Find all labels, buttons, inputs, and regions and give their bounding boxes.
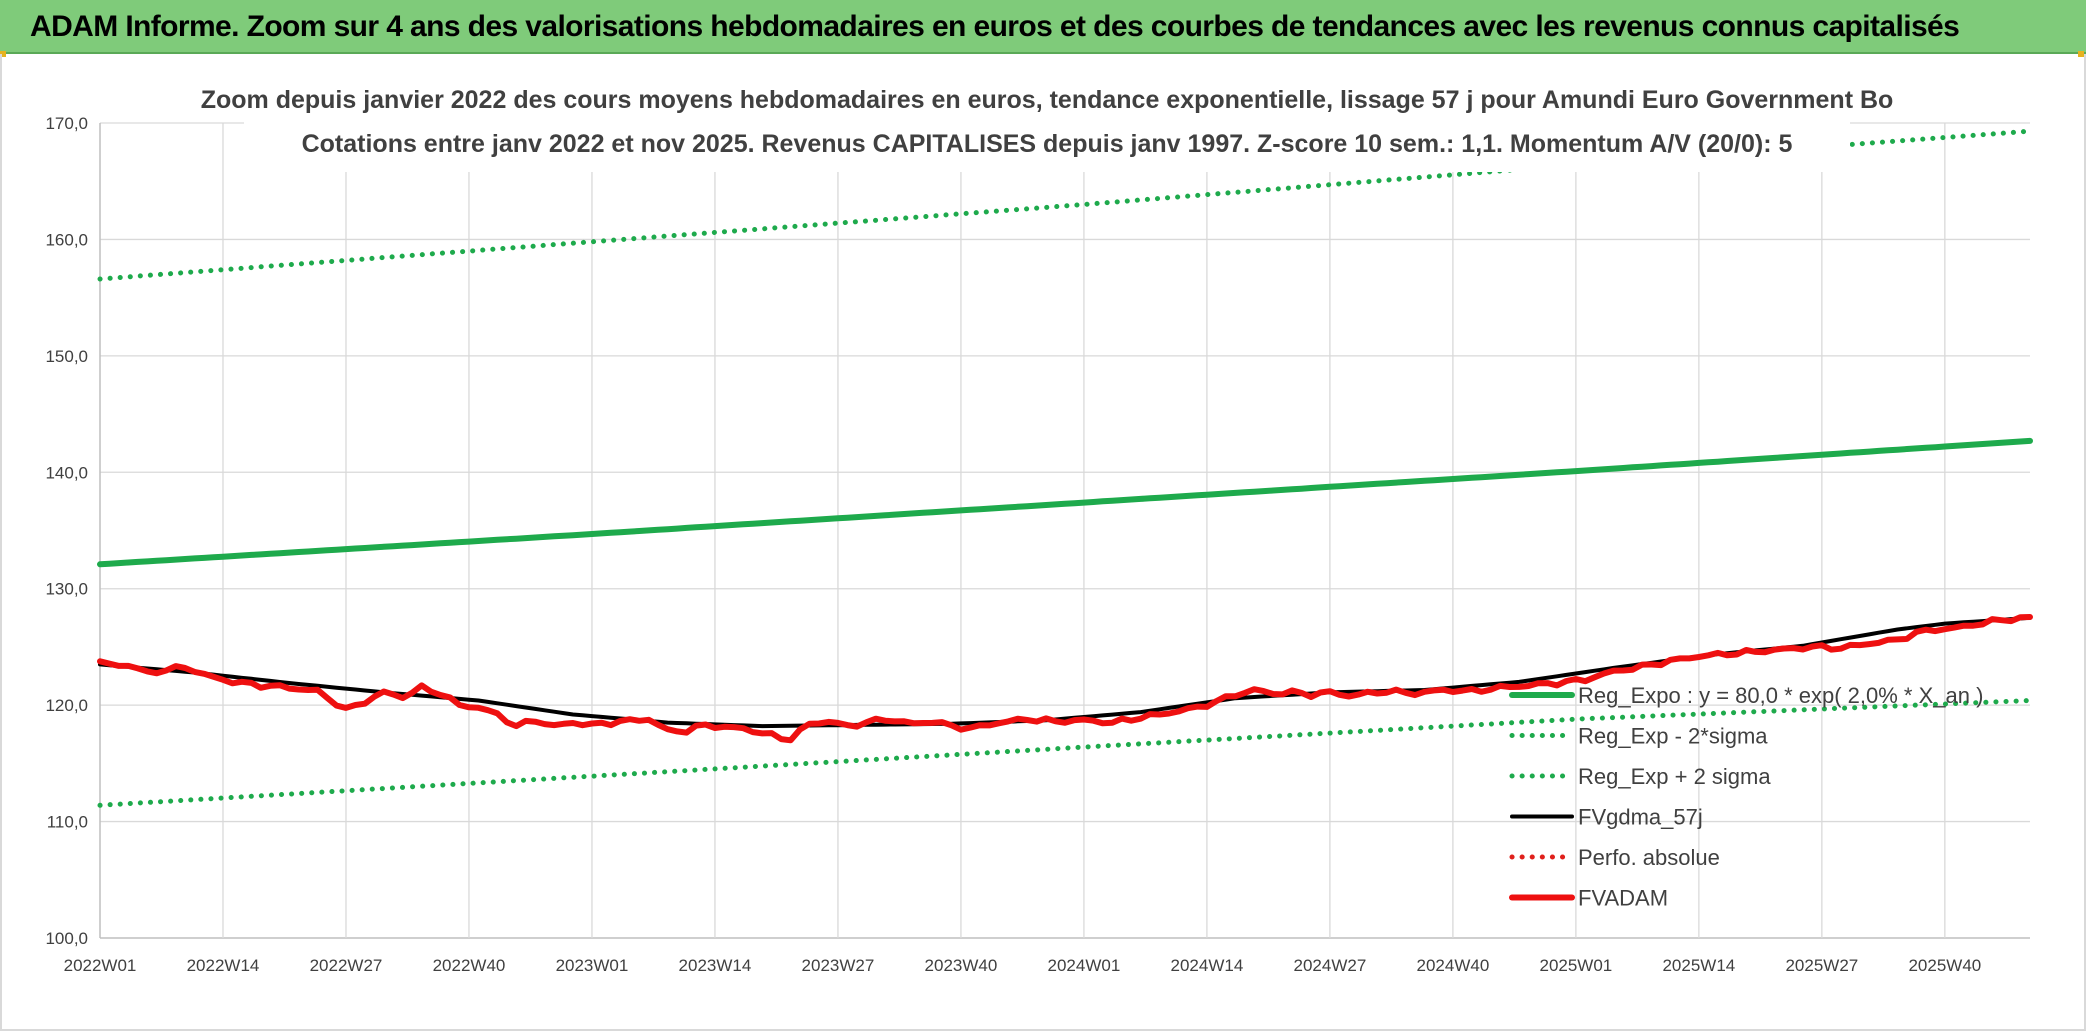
x-tick-label: 2022W27 <box>310 956 383 975</box>
x-tick-label: 2024W01 <box>1048 956 1121 975</box>
x-tick-label: 2023W40 <box>925 956 998 975</box>
x-tick-label: 2023W27 <box>802 956 875 975</box>
y-tick-label: 140,0 <box>45 463 88 482</box>
chart-frame <box>0 54 2086 1031</box>
x-tick-label: 2024W27 <box>1294 956 1367 975</box>
legend-fvadam-label: FVADAM <box>1578 886 1668 911</box>
y-tick-label: 160,0 <box>45 230 88 249</box>
corner-mark-left <box>0 51 6 57</box>
legend-reg-exp-minus-label: Reg_Exp - 2*sigma <box>1578 724 1768 749</box>
chart-subtitle: Cotations entre janv 2022 et nov 2025. R… <box>302 130 1793 158</box>
reg-exp-plus-2sigma-line <box>97 128 2033 282</box>
chart-legend: Reg_Expo : y = 80,0 * exp( 2,0% * X_an )… <box>1509 683 1983 911</box>
x-tick-label: 2025W40 <box>1908 956 1981 975</box>
fvadam-line <box>97 614 2033 744</box>
y-tick-label: 150,0 <box>45 347 88 366</box>
legend-perfo-absolue-label: Perfo. absolue <box>1578 845 1720 870</box>
chart-title-box <box>244 80 1850 172</box>
x-tick-label: 2023W01 <box>556 956 629 975</box>
x-tick-label: 2022W40 <box>433 956 506 975</box>
x-tick-label: 2025W27 <box>1785 956 1858 975</box>
legend-reg-expo-label: Reg_Expo : y = 80,0 * exp( 2,0% * X_an ) <box>1578 683 1983 708</box>
x-tick-label: 2025W14 <box>1662 956 1735 975</box>
legend-fvgdma-label: FVgdma_57j <box>1578 805 1703 830</box>
fvgdma-57j-line <box>98 615 2032 729</box>
y-tick-label: 170,0 <box>45 114 88 133</box>
x-tick-label: 2024W40 <box>1417 956 1490 975</box>
y-axis-labels: 100,0 110,0 120,0 130,0 140,0 150,0 160,0 170,0 <box>45 114 88 948</box>
reg-exp-minus-2sigma-line <box>97 698 2033 808</box>
chart-grid <box>99 122 2030 939</box>
reg-expo-line <box>97 437 2033 568</box>
y-tick-label: 110,0 <box>47 813 88 832</box>
x-tick-label: 2023W14 <box>679 956 752 975</box>
chart-title: Zoom depuis janvier 2022 des cours moyen… <box>201 86 1894 114</box>
x-axis-labels: 2022W01 2022W14 2022W27 2022W40 2023W01 2023W… <box>64 956 1982 975</box>
x-tick-label: 2022W01 <box>64 956 137 975</box>
chart-series <box>97 128 2033 808</box>
legend-reg-exp-plus-label: Reg_Exp + 2 sigma <box>1578 764 1771 789</box>
y-tick-label: 100,0 <box>45 929 88 948</box>
report-title: ADAM Informe. Zoom sur 4 ans des valoris… <box>30 10 1960 43</box>
x-tick-label: 2022W14 <box>187 956 260 975</box>
x-tick-label: 2024W14 <box>1171 956 1244 975</box>
x-tick-label: 2025W01 <box>1539 956 1612 975</box>
y-tick-label: 120,0 <box>45 696 88 715</box>
y-tick-label: 130,0 <box>45 580 88 599</box>
corner-mark-right <box>2078 51 2084 57</box>
report-header: ADAM Informe. Zoom sur 4 ans des valoris… <box>0 0 2086 54</box>
